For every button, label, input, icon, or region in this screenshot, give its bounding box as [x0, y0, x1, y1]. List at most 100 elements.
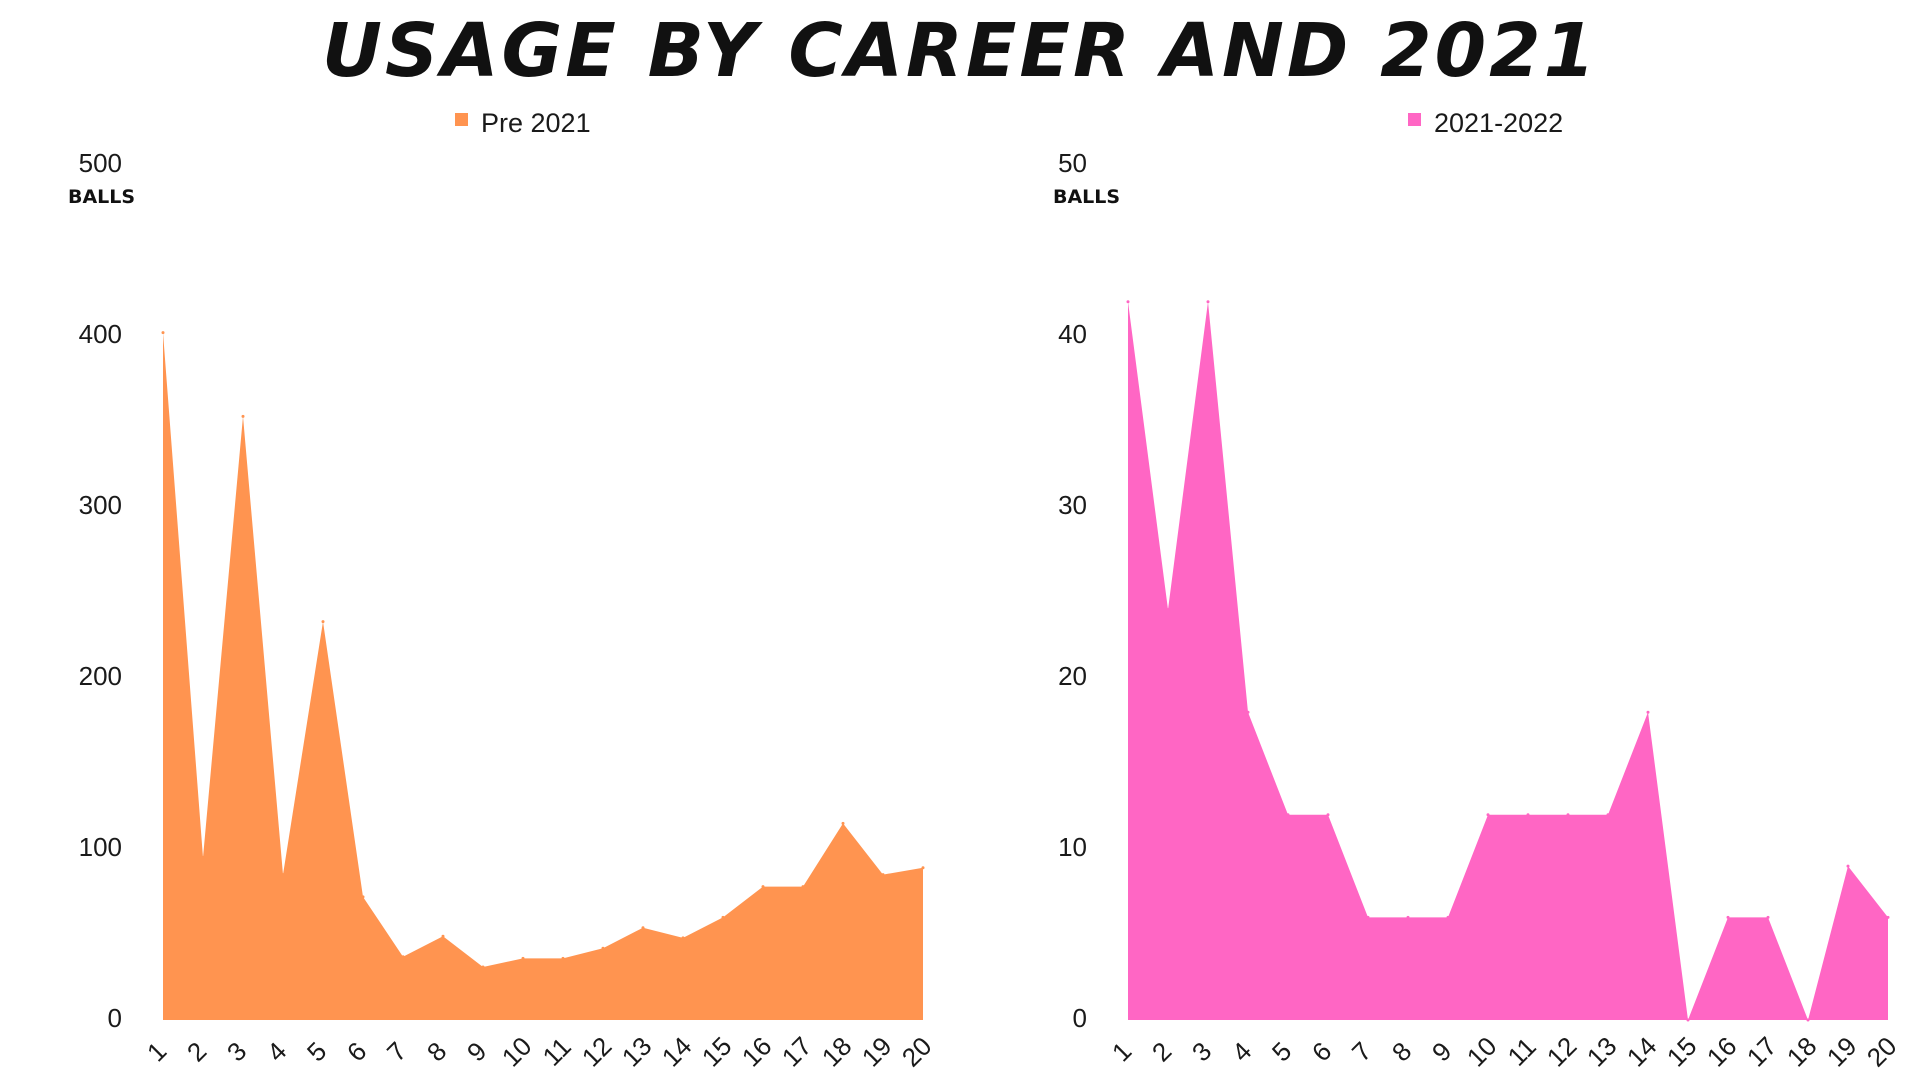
x-tick-label: 2 [1146, 1036, 1177, 1067]
x-tick-label: 18 [1781, 1031, 1823, 1073]
data-point [281, 873, 285, 877]
data-point [1766, 915, 1770, 919]
data-point [1366, 915, 1370, 919]
x-tick-label: 16 [1701, 1031, 1743, 1073]
x-tick-label: 6 [1306, 1036, 1337, 1067]
y-tick-label: 50 [1058, 148, 1087, 178]
y-tick-label: 20 [1058, 661, 1087, 691]
x-tick-label: 1 [141, 1036, 172, 1067]
data-point [1566, 813, 1570, 817]
x-tick-label: 5 [301, 1036, 332, 1067]
y-tick-label: 100 [79, 832, 122, 862]
y-axis-unit-label: BALLS [1053, 186, 1120, 208]
data-point [761, 885, 765, 889]
x-tick-label: 13 [1581, 1031, 1623, 1073]
data-point [1806, 1018, 1810, 1022]
x-tick-label: 14 [656, 1031, 698, 1073]
y-tick-label: 400 [79, 319, 122, 349]
data-point [1526, 813, 1530, 817]
x-tick-label: 11 [1501, 1031, 1541, 1071]
y-tick-label: 200 [79, 661, 122, 691]
data-point [1206, 300, 1210, 304]
x-tick-label: 15 [696, 1031, 738, 1073]
x-tick-label: 12 [576, 1031, 618, 1073]
x-tick-label: 13 [616, 1031, 658, 1073]
x-tick-label: 10 [1461, 1031, 1503, 1073]
y-axis-unit-label: BALLS [68, 186, 135, 208]
x-tick-label: 5 [1266, 1036, 1297, 1067]
data-point [161, 331, 165, 335]
data-point [1246, 710, 1250, 714]
data-point [401, 955, 405, 959]
data-point [1286, 813, 1290, 817]
x-tick-label: 10 [496, 1031, 538, 1073]
x-tick-label: 12 [1541, 1031, 1583, 1073]
x-tick-label: 19 [856, 1031, 898, 1073]
y-tick-label: 500 [79, 148, 122, 178]
x-tick-label: 20 [896, 1031, 938, 1073]
x-tick-label: 3 [221, 1036, 252, 1067]
data-point [1886, 915, 1890, 919]
x-tick-label: 19 [1821, 1031, 1863, 1073]
x-tick-label: 18 [816, 1031, 858, 1073]
data-point [241, 414, 245, 418]
x-tick-label: 8 [1386, 1036, 1417, 1067]
x-tick-label: 7 [1346, 1036, 1377, 1067]
data-point [1646, 710, 1650, 714]
x-tick-label: 17 [1741, 1031, 1783, 1073]
data-point [1686, 1018, 1690, 1022]
x-tick-label: 16 [736, 1031, 778, 1073]
area-series-0 [163, 332, 923, 1021]
x-tick-label: 3 [1186, 1036, 1217, 1067]
x-tick-label: 15 [1661, 1031, 1703, 1073]
x-tick-label: 14 [1621, 1031, 1663, 1073]
x-tick-label: 9 [461, 1036, 492, 1067]
x-tick-label: 1 [1106, 1036, 1137, 1067]
legend-swatch [455, 113, 468, 126]
data-point [201, 856, 205, 859]
data-point [1486, 813, 1490, 817]
y-tick-label: 0 [1073, 1003, 1087, 1033]
x-tick-label: 17 [776, 1031, 818, 1073]
data-point [441, 934, 445, 938]
data-point [321, 620, 325, 624]
x-tick-label: 9 [1426, 1036, 1457, 1067]
y-tick-label: 300 [79, 490, 122, 520]
legend-label: 2021-2022 [1434, 108, 1563, 138]
area-series-1 [1128, 301, 1888, 1020]
data-point [561, 956, 565, 960]
data-point [481, 965, 485, 969]
data-point [801, 885, 805, 889]
data-point [1726, 915, 1730, 919]
data-point [1406, 915, 1410, 919]
data-point [361, 895, 365, 899]
x-tick-label: 4 [261, 1036, 292, 1067]
data-point [1846, 864, 1850, 868]
y-tick-label: 30 [1058, 490, 1087, 520]
data-point [1126, 300, 1130, 304]
data-point [641, 926, 645, 930]
y-tick-label: 0 [108, 1003, 122, 1033]
data-point [601, 946, 605, 950]
chart-main-title: USAGE BY CAREER AND 2021 [321, 8, 1599, 94]
x-tick-label: 11 [536, 1031, 576, 1071]
x-tick-label: 6 [341, 1036, 372, 1067]
data-point [681, 936, 685, 940]
data-point [1166, 608, 1170, 612]
x-tick-label: 4 [1226, 1036, 1257, 1067]
x-tick-label: 7 [381, 1036, 412, 1067]
y-tick-label: 10 [1058, 832, 1087, 862]
legend-swatch [1408, 113, 1421, 126]
data-point [1326, 813, 1330, 817]
data-point [721, 915, 725, 919]
data-point [921, 866, 925, 870]
data-point [881, 873, 885, 877]
data-point [1446, 915, 1450, 919]
x-tick-label: 8 [421, 1036, 452, 1067]
data-point [1606, 813, 1610, 817]
data-point [841, 821, 845, 825]
data-point [521, 956, 525, 960]
